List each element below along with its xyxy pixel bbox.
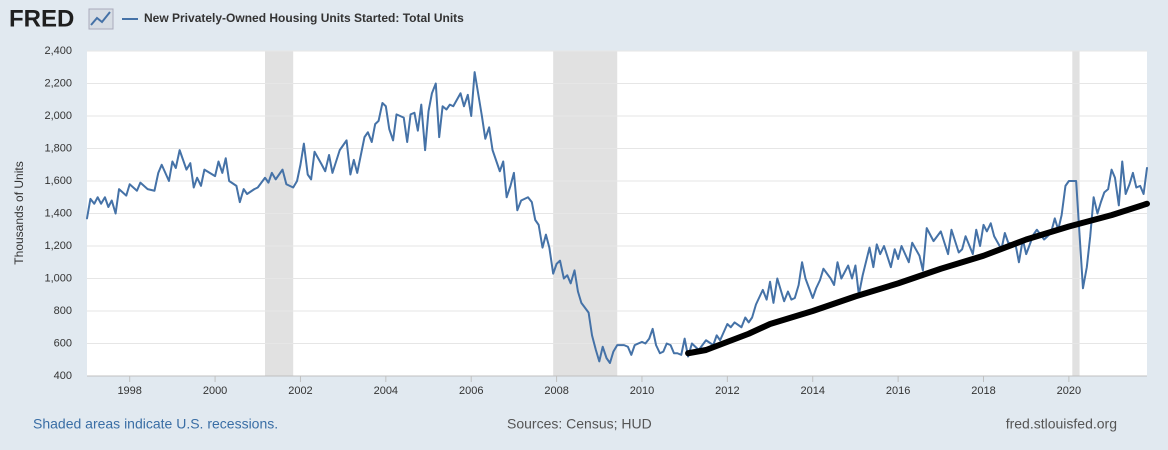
y-tick-label: 2,400 — [44, 45, 72, 57]
footer-left: Shaded areas indicate U.S. recessions. — [33, 416, 278, 432]
y-tick-label: 1,000 — [44, 272, 72, 284]
legend-label: New Privately-Owned Housing Units Starte… — [144, 11, 464, 25]
y-tick-label: 1,200 — [44, 240, 72, 252]
y-tick-label: 1,800 — [44, 142, 72, 154]
x-tick-label: 2010 — [630, 385, 654, 397]
logo-icon — [88, 8, 114, 30]
trend-line — [685, 200, 1150, 357]
x-tick-label: 2002 — [288, 385, 312, 397]
y-tick-label: 1,600 — [44, 175, 72, 187]
x-tick-label: 2008 — [544, 385, 568, 397]
x-tick-label: 1998 — [117, 385, 141, 397]
y-tick-label: 600 — [54, 337, 72, 349]
x-tick-label: 2006 — [459, 385, 483, 397]
data-line — [86, 71, 1148, 364]
y-tick-label: 2,200 — [44, 77, 72, 89]
footer-center: Sources: Census; HUD — [507, 416, 652, 432]
logo: FRED — [9, 5, 74, 32]
x-tick-label: 2012 — [715, 385, 739, 397]
x-tick-label: 2004 — [374, 385, 398, 397]
y-tick-label: 2,000 — [44, 110, 72, 122]
y-tick-label: 1,400 — [44, 207, 72, 219]
footer-right: fred.stlouisfed.org — [1006, 416, 1117, 432]
x-tick-label: 2016 — [886, 385, 910, 397]
x-tick-label: 2020 — [1057, 385, 1081, 397]
y-tick-label: 800 — [54, 305, 72, 317]
x-tick-label: 2014 — [800, 385, 824, 397]
x-tick-label: 2000 — [203, 385, 227, 397]
y-tick-label: 400 — [54, 370, 72, 382]
y-axis-label: Thousands of Units — [12, 161, 26, 264]
x-tick-label: 2018 — [971, 385, 995, 397]
